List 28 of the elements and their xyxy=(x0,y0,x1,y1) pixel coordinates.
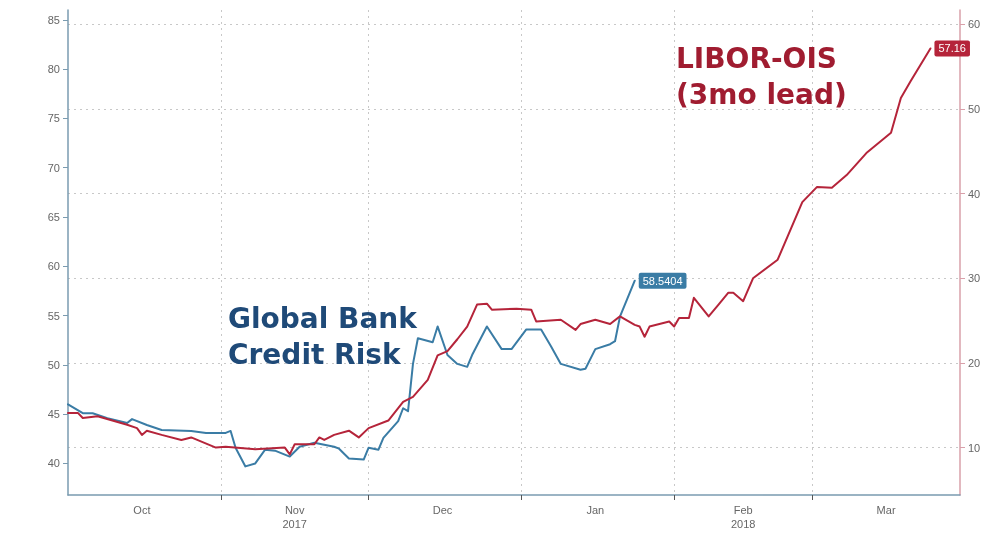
y-tick-label: 50 xyxy=(47,358,60,371)
y-tick-label: 40 xyxy=(47,457,60,470)
y-tick-label: 55 xyxy=(47,309,60,322)
x-tick-label: Oct xyxy=(133,504,151,516)
y2-tick-label: 10 xyxy=(968,441,981,454)
line-series xyxy=(67,47,932,456)
annotation: Global Bank Credit Risk xyxy=(228,301,427,371)
y2-tick-label: 30 xyxy=(968,272,981,285)
x-tick-label: Dec xyxy=(432,504,453,516)
data-label: 58.5404 xyxy=(642,274,683,287)
y2-tick-label: 60 xyxy=(968,18,981,31)
annotation: LIBOR-OIS (3mo lead) xyxy=(676,41,847,111)
data-label: 57.16 xyxy=(938,42,966,55)
y2-tick-label: 20 xyxy=(968,356,981,369)
y-tick-label: 60 xyxy=(47,260,60,273)
y-tick-label: 75 xyxy=(47,112,60,125)
y-tick-label: 85 xyxy=(47,13,60,26)
x-tick-label: Jan xyxy=(586,504,605,516)
x-tick-label: Nov 2017 xyxy=(282,504,307,530)
line-series xyxy=(67,279,636,468)
y-tick-label: 65 xyxy=(47,211,60,224)
y-tick-label: 45 xyxy=(47,408,60,421)
y2-tick-label: 40 xyxy=(968,187,981,200)
x-tick-label: Feb 2018 xyxy=(730,504,756,530)
y2-tick-label: 50 xyxy=(968,103,981,116)
x-tick-label: Mar xyxy=(876,504,896,516)
y-tick-label: 80 xyxy=(47,63,60,76)
y-tick-label: 70 xyxy=(47,161,60,174)
